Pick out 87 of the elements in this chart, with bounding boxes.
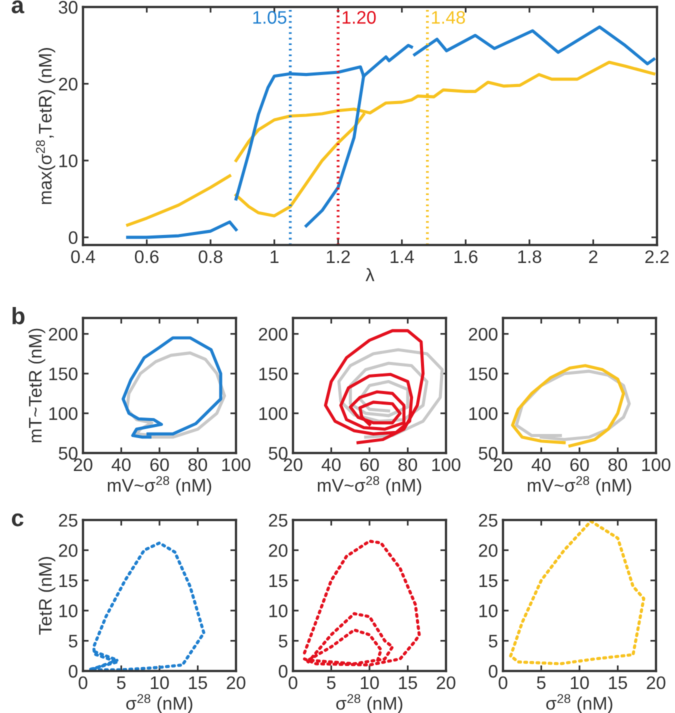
x-tick-label: 2	[589, 250, 598, 263]
ref-line-label: 1.48	[432, 11, 465, 24]
y-tick-label: 200	[468, 328, 498, 341]
y-tick-label: 10	[479, 604, 498, 618]
y-tick-label: 10	[269, 604, 288, 618]
x-tick-label: 60	[360, 458, 379, 472]
y-tick-label: 50	[268, 446, 288, 460]
y-tick-label: 100	[49, 407, 78, 420]
x-tick-label: 60	[570, 458, 589, 472]
text: b	[12, 306, 24, 324]
y-axis-title: max(σ$^{28}$,TetR) (nM)	[36, 48, 56, 204]
y-axis-title: mT~TetR (nM)	[28, 328, 46, 442]
x-axis-title: mV~σ$^{28}$ (nM)	[318, 476, 422, 496]
text: a	[12, 0, 24, 14]
y-tick-label: 25	[478, 514, 498, 527]
x-tick-label: 1.2	[326, 250, 350, 263]
y-tick-label: 150	[259, 368, 288, 380]
x-tick-label: 80	[188, 458, 208, 472]
x-tick-label: 15	[399, 676, 418, 690]
x-tick-label: 20	[646, 676, 666, 690]
y-tick-label: 20	[58, 78, 78, 90]
y-tick-label: 5	[68, 634, 78, 648]
y-tick-label: 200	[48, 328, 78, 341]
x-tick-label: 40	[532, 458, 551, 472]
y-tick-label: 0	[68, 231, 78, 244]
x-tick-label: 80	[398, 458, 418, 472]
x-tick-label: 20	[226, 676, 246, 690]
y-tick-label: 150	[49, 368, 78, 380]
x-tick-label: 5	[326, 676, 336, 690]
text: c	[12, 513, 24, 526]
y-tick-label: 50	[478, 446, 498, 460]
x-tick-label: 5	[536, 676, 546, 690]
x-tick-label: 100	[432, 458, 460, 472]
x-tick-label: 1.8	[518, 250, 542, 264]
y-tick-label: 20	[268, 544, 288, 557]
x-tick-label: 100	[642, 458, 670, 472]
y-tick-label: 100	[469, 407, 498, 420]
x-tick-label: 40	[112, 458, 131, 472]
y-tick-label: 10	[59, 604, 78, 618]
x-tick-label: 1.6	[454, 250, 478, 264]
y-tick-label: 15	[269, 574, 288, 588]
y-tick-label: 25	[58, 514, 78, 527]
x-axis-title: λ	[366, 268, 374, 282]
x-tick-label: 15	[609, 676, 628, 690]
ref-line-label: 1.05	[253, 11, 286, 24]
x-tick-label: 40	[322, 458, 341, 472]
x-axis-title: mV~σ$^{28}$ (nM)	[528, 476, 632, 496]
y-tick-label: 20	[58, 544, 78, 557]
x-tick-label: 80	[608, 458, 628, 472]
y-tick-label: 200	[258, 328, 288, 341]
y-tick-label: 0	[488, 664, 498, 678]
y-tick-label: 50	[58, 446, 78, 460]
x-tick-label: 1	[270, 250, 278, 263]
y-axis-title: TetR (nM)	[38, 556, 56, 635]
x-axis-title: σ$^{28}$ (nM)	[126, 694, 192, 713]
x-tick-label: 0.8	[198, 250, 222, 264]
y-tick-label: 15	[479, 574, 498, 588]
x-tick-label: 1.4	[390, 250, 414, 263]
ref-line-label: 1.20	[342, 11, 376, 24]
y-tick-label: 150	[469, 368, 498, 380]
y-tick-label: 5	[278, 634, 288, 648]
x-tick-label: 10	[570, 676, 589, 690]
x-tick-label: 0.6	[134, 250, 159, 264]
y-tick-label: 25	[268, 514, 288, 527]
x-tick-label: 10	[150, 676, 169, 690]
y-tick-label: 15	[59, 574, 78, 588]
x-axis-title: σ$^{28}$ (nM)	[336, 694, 402, 713]
x-tick-label: 15	[189, 676, 208, 690]
x-tick-label: 100	[222, 458, 250, 472]
y-tick-label: 0	[68, 664, 78, 678]
x-tick-label: 5	[116, 676, 126, 690]
x-axis-title: σ$^{28}$ (nM)	[546, 694, 612, 713]
x-tick-label: 0.4	[71, 250, 96, 264]
y-tick-label: 30	[58, 0, 78, 14]
x-axis-title: mV~σ$^{28}$ (nM)	[108, 476, 212, 496]
y-tick-label: 10	[59, 154, 78, 168]
x-tick-label: 0	[78, 676, 88, 690]
y-tick-label: 20	[478, 544, 498, 557]
x-tick-label: 60	[150, 458, 169, 472]
x-tick-label: 2.2	[645, 250, 669, 263]
y-tick-label: 5	[488, 634, 498, 648]
x-tick-label: 20	[436, 676, 456, 690]
x-tick-label: 0	[288, 676, 298, 690]
y-tick-label: 0	[278, 664, 288, 678]
x-tick-label: 10	[360, 676, 379, 690]
y-tick-label: 100	[259, 407, 288, 420]
x-tick-label: 0	[498, 676, 508, 690]
